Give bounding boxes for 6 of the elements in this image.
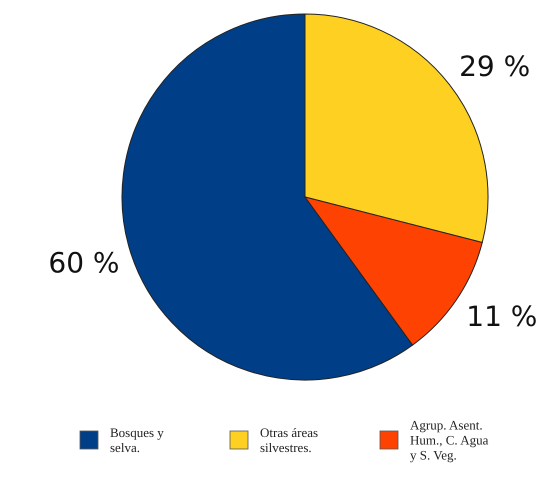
legend-label: Bosques y selva.: [110, 425, 164, 455]
data-label: 29 %: [459, 50, 530, 83]
data-label: 60 %: [48, 246, 120, 280]
legend-label: Agrup. Asent. Hum., C. Agua y S. Veg.: [410, 418, 489, 462]
legend-label: Otras áreas silvestres.: [260, 425, 318, 455]
data-label: 11 %: [466, 300, 538, 334]
